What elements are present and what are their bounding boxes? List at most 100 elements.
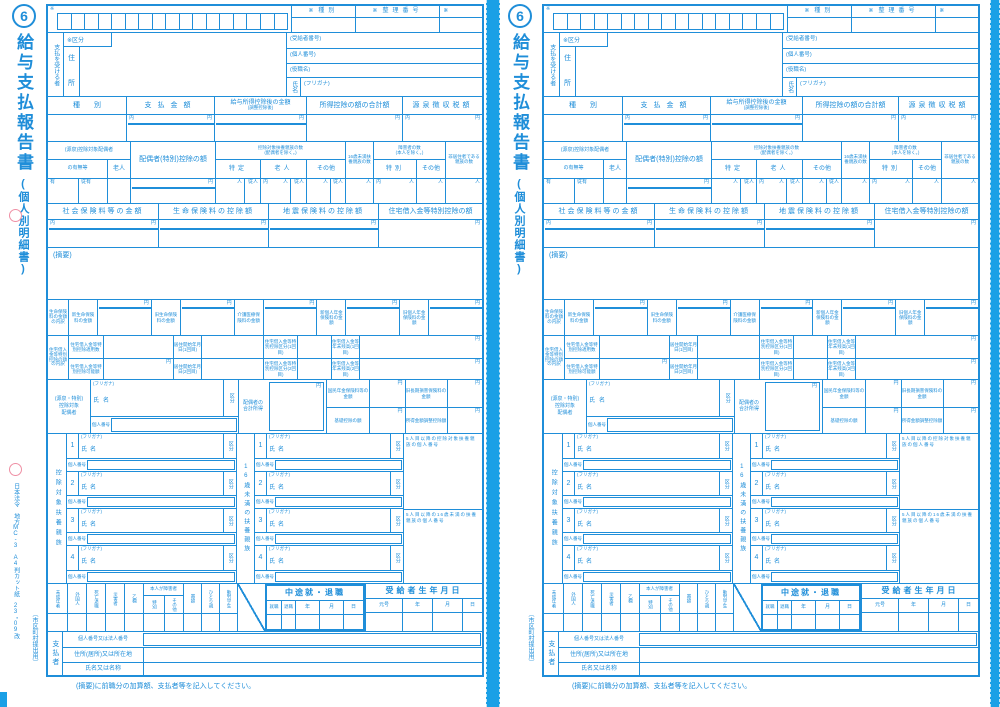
sonota-label: その他 (802, 160, 841, 178)
juyu-label: 従有 (81, 179, 92, 185)
input-box (432, 613, 462, 631)
input-box: 人 (306, 179, 330, 203)
band-flags: 未成年者 外国人 死亡退職 災害者 乙欄 本人が障害者 特別 その他 寡婦 ひとり… (48, 583, 482, 631)
input-box: 円 (942, 380, 979, 407)
yen-unit: 円 (474, 115, 480, 121)
yen-unit: 円 (165, 359, 171, 365)
field-label: 住宅借入金等特別控除区分(2回目) (759, 359, 793, 379)
amount-inner-box (160, 228, 269, 230)
input-box: 内人 (374, 179, 416, 203)
input-box (898, 613, 928, 631)
row-number: 3 (258, 516, 263, 524)
flag-col: ひとり親 (201, 584, 219, 631)
uchi-unit: 内 (901, 115, 907, 121)
yen-unit: 円 (756, 220, 762, 226)
nin-unit: 人 (904, 179, 910, 185)
amount-inner-box (624, 123, 711, 125)
input-box: 円 (446, 408, 483, 433)
kubun-label: 区分 (719, 434, 732, 458)
my-number-strip (87, 497, 235, 507)
kubun-label: 区分 (223, 472, 236, 495)
yen-unit: 円 (970, 408, 976, 414)
housing-breakdown-label: 住宅借入金等特別控除の額の内訳 (545, 346, 563, 367)
input-box (355, 17, 440, 32)
input-box: 円 (179, 300, 235, 335)
col-header-withholding: 源泉徴収税額 (898, 97, 978, 114)
name-cell: (フリガナ) 氏名 (574, 434, 719, 458)
under16-count-cell: 16歳未満扶養親族の数 人 (841, 142, 869, 203)
input-box: 従人 (330, 179, 345, 203)
rojin-label: 老人 (603, 160, 626, 178)
margin-column: 6 給与支払報告書 (個人別明細書) 〔市区町村提出用〕 (504, 3, 542, 704)
junin-unit: 従人 (789, 179, 800, 185)
field-label: 基礎控除の額 (830, 417, 858, 423)
housing-breakdown-label: 住宅借入金等特別控除の額の内訳 (49, 346, 67, 367)
header-seiri-label: 整理番号 (878, 8, 919, 15)
under16-label: 16歳未満の扶養親族 (236, 434, 254, 583)
input-box (366, 613, 402, 631)
col-header-shubetsu: 種別 (73, 101, 115, 109)
junin-unit: 従人 (743, 179, 754, 185)
name-cell: (フリガナ) 氏名 (574, 472, 719, 495)
checkbox-cell (48, 613, 67, 631)
dependent-row: 4 (フリガナ) 氏名 区分 個人番号 (67, 545, 236, 583)
junin-unit: 従人 (332, 179, 343, 185)
diagonal-blank-cell (237, 584, 265, 631)
checkbox-cell (202, 613, 219, 631)
payer-label: 支払者 (547, 640, 555, 667)
checkbox-cell (125, 613, 143, 631)
name-label: 氏名 (93, 398, 114, 404)
uchi-unit: 内 (376, 179, 382, 185)
code-cells (553, 13, 784, 30)
row-number: 2 (754, 479, 759, 487)
input-box (295, 615, 319, 629)
input-box: 円 (103, 359, 173, 379)
checkbox-cell (640, 614, 660, 631)
amount-inner-box (128, 123, 215, 125)
payee-address-area: ※区分 住所 (63, 33, 286, 96)
flag-col: 勤労学生 (715, 584, 733, 631)
name-label: 氏名 (290, 81, 297, 93)
field-label: 居住開始年月日(1回目) (173, 336, 201, 358)
kubun-label: 区分 (719, 546, 732, 570)
flag-col: 災害者 (105, 584, 124, 631)
my-number-strip (87, 460, 235, 470)
yen-unit: 円 (150, 220, 156, 226)
checkbox-cell (698, 613, 715, 631)
fifth-under16-box: 5人目以降の16歳未満の扶養親族の個人番号 (404, 509, 482, 583)
form-title-main: 給与支払報告書 (14, 33, 33, 173)
input-box: 従人 (740, 179, 756, 203)
row-number: 1 (566, 442, 571, 450)
checkbox-cell (144, 614, 164, 631)
input-box: 円 (97, 300, 152, 335)
name-cell: (フリガナ) 氏名 (78, 509, 223, 532)
nin-unit: 人 (322, 179, 328, 185)
under16-rows: 1 (フリガナ) 氏名 区分 個人番号 2 (フリガナ) 氏名 区分 個人番号 3 (フリガナ… (254, 434, 403, 583)
amount-inner-box (766, 228, 875, 230)
input-box (793, 336, 827, 358)
my-number-strip (583, 534, 731, 544)
input-box: 人 (912, 179, 941, 203)
disabled-count-cell: 障害者の数 (本人を除く。) 特別 その他 内人 人 (373, 142, 445, 203)
my-number-strip (771, 534, 898, 544)
band-payee: 支払を受ける者 ※区分 住所 (受給者番号) (個人番号) (役職名) 氏名 (… (48, 32, 482, 96)
input-box: 従人 (826, 179, 841, 203)
yu-label: 有 (546, 179, 552, 185)
band-counts: (源泉)控除対象配偶者 の有無等 老人 有 従有 配偶者(特別)控除の額 円 控… (544, 141, 978, 203)
yen-unit: 円 (474, 408, 480, 414)
input-box (697, 336, 759, 358)
input-box: 円 (802, 115, 898, 141)
band-spouse: (源泉・特別) 控除対象 配偶者 (フリガナ) 氏名 区分 個人番号 配偶者の合計所得… (48, 379, 482, 433)
rojin-label: 老人 (260, 160, 306, 178)
yen-unit: 円 (315, 383, 321, 389)
input-box (319, 615, 343, 629)
spouse-label: (源泉・特別) 控除対象 配偶者 (550, 396, 580, 416)
my-number-strip (583, 572, 731, 582)
input-box: 円 (359, 336, 482, 358)
input-box (143, 648, 482, 662)
row-number: 2 (258, 479, 263, 487)
input-box: 円 (269, 382, 324, 431)
input-box: 内円 (126, 115, 215, 141)
nin-unit: 人 (474, 179, 480, 185)
kubun-label: 区分 (719, 472, 732, 495)
